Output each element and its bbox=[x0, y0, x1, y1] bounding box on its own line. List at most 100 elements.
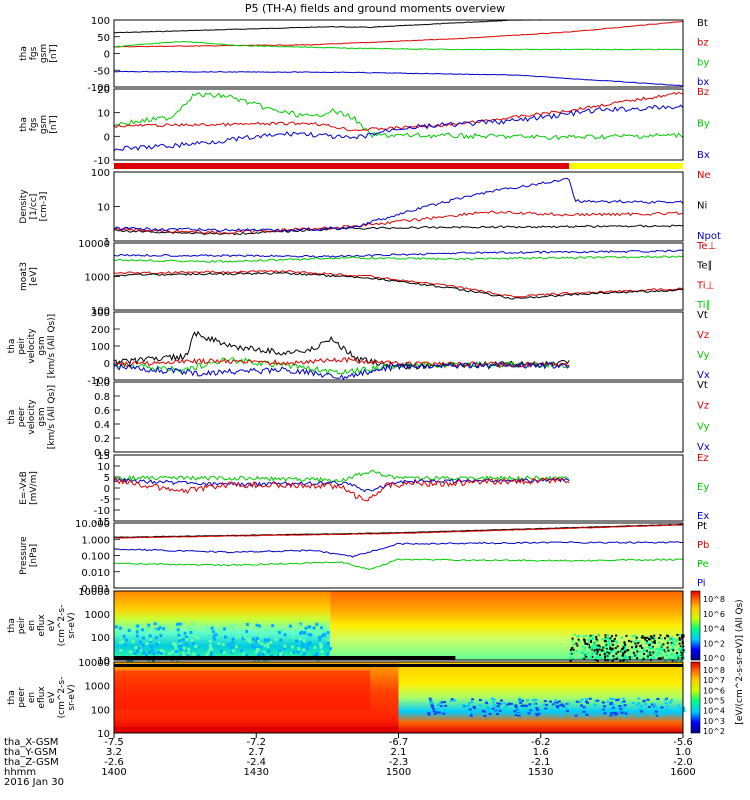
ion-spec-cell bbox=[578, 640, 581, 643]
ylabel-line: moat3 bbox=[19, 262, 29, 291]
legend-Pi: Pi bbox=[697, 578, 706, 589]
el-spec-cell bbox=[518, 700, 522, 703]
ion-spec-cell bbox=[605, 644, 608, 647]
legend-Bz: Bz bbox=[697, 87, 709, 98]
colorbar-tick-label: 10^6 bbox=[703, 610, 725, 619]
ion-spec-cell bbox=[630, 640, 633, 643]
ion-spec-cell bbox=[118, 626, 122, 630]
ion-spec-cell bbox=[664, 659, 667, 662]
ion-spec-cell bbox=[595, 638, 598, 641]
ion-spec-cell bbox=[648, 653, 651, 656]
el-spec-cell bbox=[523, 705, 527, 708]
ion-spec-cell bbox=[219, 649, 223, 653]
ion-spec-cell bbox=[205, 625, 209, 629]
ion-spec-cell bbox=[630, 646, 633, 649]
ion-spec-cell bbox=[260, 644, 264, 648]
el-spec-cell bbox=[549, 709, 553, 712]
ion-spec-cell bbox=[123, 643, 127, 647]
legend-by: by bbox=[697, 57, 709, 68]
ion-spec-cell bbox=[605, 649, 608, 652]
ion-spec-cell bbox=[156, 622, 160, 626]
ion-spec-cell bbox=[607, 641, 610, 644]
y-tick-label: -100 bbox=[87, 376, 110, 387]
ion-spec-cell bbox=[162, 627, 166, 631]
ion-spec-cell bbox=[653, 641, 656, 644]
ion-spec-cell bbox=[271, 624, 275, 628]
ion-spec-cell bbox=[147, 627, 151, 631]
el-spec-cell bbox=[438, 702, 442, 705]
ion-spec-cell bbox=[672, 638, 675, 641]
mode-color-bar bbox=[114, 163, 683, 169]
ion-spec-cell bbox=[153, 622, 157, 626]
el-spec-cell bbox=[622, 700, 626, 703]
ion-spec-cell bbox=[326, 638, 330, 642]
el-spec-cell bbox=[429, 702, 433, 705]
ion-spec-cell bbox=[141, 643, 145, 647]
el-spec-cell bbox=[668, 701, 672, 704]
el-spec-cell bbox=[461, 704, 465, 707]
el-spec-cell bbox=[509, 702, 513, 705]
ion-spec-cell bbox=[159, 649, 163, 653]
ion-spec-cell bbox=[253, 645, 257, 649]
ion-spec-cell bbox=[571, 647, 574, 650]
ion-spec-cell bbox=[607, 637, 610, 640]
ion-spec-cell bbox=[176, 626, 180, 630]
ion-spec-cell bbox=[599, 653, 602, 656]
ion-spec-cell bbox=[290, 645, 294, 649]
x-tick-label: -6.2 bbox=[531, 737, 551, 748]
ion-spec-cell bbox=[212, 637, 216, 641]
ion-spec-cell bbox=[606, 652, 609, 655]
colorbar-tick-label: 10^8 bbox=[703, 666, 725, 675]
ion-spec-cell bbox=[207, 631, 211, 635]
el-spec-cell bbox=[494, 708, 498, 711]
ion-spec-cell bbox=[301, 644, 305, 648]
el-spec-cell bbox=[507, 702, 511, 705]
el-spec-cell bbox=[504, 705, 508, 708]
colorbar-tick-label: 10^3 bbox=[703, 717, 725, 726]
ion-spec-cell bbox=[266, 645, 270, 649]
el-spec-cell bbox=[555, 701, 559, 704]
el-spec-cell bbox=[556, 708, 560, 711]
ion-spec-cell bbox=[181, 653, 185, 657]
ion-spec-cell bbox=[608, 644, 611, 647]
ion-spec-cell bbox=[307, 625, 311, 629]
el-spec-cell bbox=[520, 704, 524, 707]
ion-spec-cell bbox=[316, 659, 320, 663]
ion-spec-cell bbox=[653, 634, 656, 637]
ion-spec-cell bbox=[681, 637, 684, 640]
ion-spec-cell bbox=[647, 645, 650, 648]
el-spec-cell bbox=[598, 709, 602, 712]
el-spec-cell bbox=[664, 697, 668, 700]
x-tick-label: 1400 bbox=[101, 767, 126, 778]
ion-spec-cell bbox=[615, 634, 618, 637]
panel-frame bbox=[113, 590, 684, 661]
panel-ylabel: thapeirvelocitygsm[km/s (All Qs)] bbox=[7, 314, 57, 378]
el-spec-cell bbox=[652, 703, 656, 706]
ion-spec-cell bbox=[194, 644, 198, 648]
el-spec-cell bbox=[650, 712, 654, 715]
ion-spec-cell bbox=[641, 635, 644, 638]
ion-spec-cell bbox=[647, 639, 650, 642]
el-spec-cell bbox=[469, 714, 473, 717]
ylabel-line: sr-eV) bbox=[67, 612, 77, 638]
el-spec-cell bbox=[468, 708, 472, 711]
el-spec-cell bbox=[593, 703, 597, 706]
colorbar-tick-label: 10^8 bbox=[703, 595, 725, 604]
el-spec-cell bbox=[565, 710, 569, 713]
panel-ylabel: Pressure[nPa] bbox=[19, 536, 39, 575]
ylabel-line: velocity bbox=[27, 328, 37, 364]
el-spec-cell bbox=[490, 698, 494, 701]
ion-spec-cell bbox=[617, 650, 620, 653]
ion-spec-cell bbox=[624, 655, 627, 658]
electron-spectrogram-image bbox=[114, 662, 686, 733]
el-spec-cell bbox=[543, 700, 547, 703]
el-spec-cell bbox=[467, 713, 471, 716]
ion-spec-cell bbox=[580, 651, 583, 654]
legend-Npot: Npot bbox=[697, 231, 721, 242]
trace-Ey bbox=[113, 469, 570, 483]
el-spec-cell bbox=[557, 700, 561, 703]
el-spec-cell bbox=[514, 714, 518, 717]
ion-spec-cell bbox=[297, 647, 301, 651]
el-spec-cell bbox=[677, 704, 681, 707]
